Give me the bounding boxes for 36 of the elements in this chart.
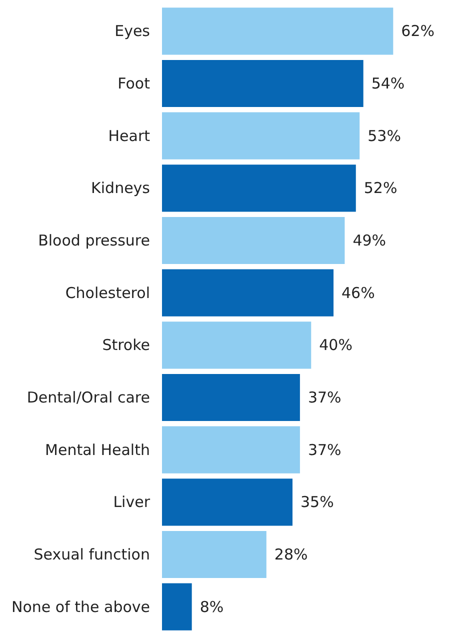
y-tick-label: Dental/Oral care (26, 388, 150, 406)
bar (162, 269, 334, 316)
data-label: 62% (401, 22, 435, 40)
y-tick-label: Sexual function (34, 546, 150, 564)
bar (162, 530, 266, 578)
bar (162, 374, 300, 422)
y-tick-label: Foot (118, 74, 150, 92)
y-tick-label: None of the above (11, 598, 150, 616)
bar (162, 322, 312, 369)
data-label: 40% (319, 336, 352, 354)
data-label: 37% (308, 388, 342, 406)
data-label: 35% (300, 493, 334, 512)
bar (162, 60, 364, 108)
y-tick-label: Stroke (102, 336, 150, 354)
data-label: 8% (200, 598, 224, 616)
y-tick-label: Mental Health (45, 440, 150, 459)
bar (162, 478, 292, 526)
bar (162, 216, 345, 264)
data-label: 37% (308, 440, 342, 459)
data-label: 53% (368, 126, 401, 145)
data-label: 28% (274, 546, 308, 564)
y-tick-label: Eyes (114, 22, 150, 40)
data-label: 49% (352, 232, 386, 250)
bar (162, 164, 356, 212)
data-label: 46% (342, 284, 375, 302)
bar (162, 8, 394, 55)
y-tick-label: Liver (113, 493, 151, 512)
bar (162, 112, 360, 160)
data-label: 52% (364, 179, 398, 198)
y-tick-label: Cholesterol (65, 284, 150, 302)
y-tick-label: Heart (108, 126, 150, 145)
bar (162, 426, 300, 474)
y-tick-label: Kidneys (91, 179, 150, 198)
bar (162, 583, 192, 630)
data-label: 54% (371, 74, 405, 92)
y-tick-label: Blood pressure (38, 232, 150, 250)
